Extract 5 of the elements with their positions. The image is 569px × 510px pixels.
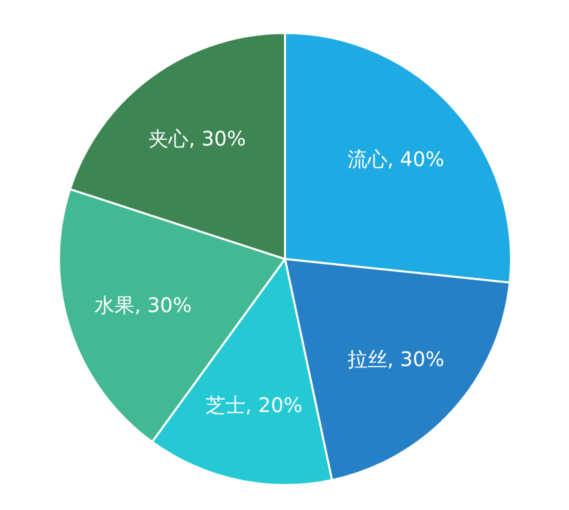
slice-label: 水果, 30%: [94, 293, 192, 318]
slice-label: 拉丝, 30%: [347, 346, 444, 371]
slice-label: 流心, 40%: [347, 147, 444, 172]
slice-label: 夹心, 30%: [148, 126, 246, 150]
slice-label: 芝士, 20%: [205, 392, 303, 417]
